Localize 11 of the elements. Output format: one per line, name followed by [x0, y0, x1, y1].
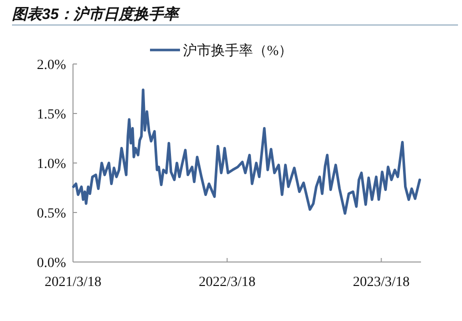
y-tick-label: 1.5% — [36, 108, 66, 122]
y-tick-label: 1.0% — [36, 157, 66, 172]
x-tick-label: 2023/3/18 — [352, 275, 410, 290]
line-series — [72, 88, 422, 215]
y-tick-label: 2.0% — [36, 58, 66, 73]
x-tick-label: 2022/3/18 — [198, 275, 256, 290]
chart-title: 图表35：沪市日度换手率 — [12, 5, 181, 23]
y-tick-label: 0.5% — [36, 206, 66, 222]
y-tick-label: 0.0% — [36, 256, 66, 271]
legend-label: 沪市换手率（%） — [183, 43, 293, 59]
x-tick-label: 2021/3/18 — [44, 275, 102, 290]
